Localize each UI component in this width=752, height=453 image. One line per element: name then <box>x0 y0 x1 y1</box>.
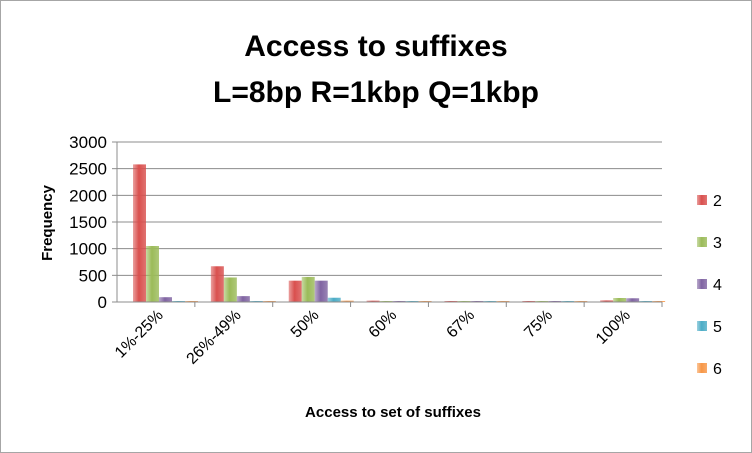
bar <box>600 300 614 302</box>
bar <box>366 300 380 302</box>
legend-swatch <box>697 279 707 289</box>
x-tick-label: 50% <box>288 307 323 342</box>
bar <box>340 300 354 302</box>
y-tick-label: 2500 <box>69 160 107 179</box>
y-tick-label: 2000 <box>69 186 107 205</box>
bar <box>613 298 627 302</box>
bar <box>159 297 172 302</box>
legend: 2 3 4 5 6 <box>697 193 722 378</box>
legend-swatch <box>697 321 707 331</box>
legend-swatch <box>697 195 707 205</box>
legend-label: 6 <box>713 361 722 378</box>
y-tick-label: 1000 <box>69 240 107 259</box>
bar <box>288 280 302 302</box>
bar <box>314 280 328 302</box>
bar <box>327 297 341 302</box>
legend-label: 3 <box>713 235 722 252</box>
y-tick-label: 3000 <box>69 133 107 152</box>
chart-title: Access to suffixes <box>244 30 508 63</box>
legend-label: 2 <box>713 193 722 210</box>
x-tick-label: 26%-49% <box>184 307 245 368</box>
legend-swatch <box>697 363 707 373</box>
bar <box>146 246 159 302</box>
legend-label: 5 <box>713 319 722 336</box>
bar <box>133 164 146 302</box>
chart-subtitle: L=8bp R=1kbp Q=1kbp <box>213 76 539 109</box>
x-tick-label: 100% <box>593 307 634 348</box>
legend-swatch <box>697 237 707 247</box>
y-tick-label: 500 <box>79 266 107 285</box>
x-axis-title: Access to set of suffixes <box>305 404 481 421</box>
bar <box>626 298 640 302</box>
y-tick-label: 0 <box>98 293 107 312</box>
y-tick-label: 1500 <box>69 213 107 232</box>
bar <box>301 276 315 302</box>
x-tick-label: 75% <box>521 307 556 342</box>
x-tick-label: 1%-25% <box>112 307 167 362</box>
x-tick-label: 60% <box>366 307 401 342</box>
bar <box>210 266 224 302</box>
bar <box>236 296 250 302</box>
bar <box>223 277 237 302</box>
y-axis-title: Frequency <box>39 184 56 261</box>
x-tick-label: 67% <box>444 307 479 342</box>
legend-label: 4 <box>713 277 722 294</box>
